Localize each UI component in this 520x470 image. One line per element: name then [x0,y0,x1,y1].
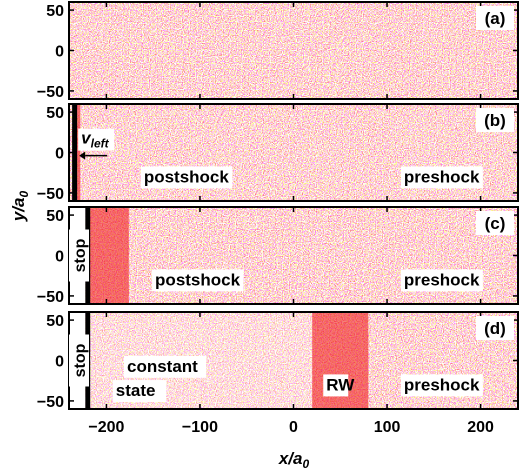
y-tick-label: 50 [46,105,64,122]
annotation-rw: RW [326,375,355,394]
annotation-bg [123,355,206,378]
annotation-bg [78,128,115,151]
panel-a: 50 0 −50 (a) [37,1,519,101]
x-tick-label: 100 [374,419,401,436]
annotation-preshock: preshock [404,167,480,186]
y-tick-label: −50 [37,186,64,203]
annotation-state: state [116,381,156,400]
panel-label: (c) [485,214,506,233]
y-tick-label: 50 [46,3,64,20]
panel-label: (b) [484,111,506,130]
panel-d: 50 0 −50 −200 −100 0 100 200 (d) stop constant stat… [37,311,519,436]
panel-label-bg [476,211,514,235]
annotation-bg [140,166,233,189]
annotation-bg [400,269,483,292]
annotation-stop: stop [72,343,89,377]
annotation-postshock: postshock [155,270,241,289]
y-tick-label: 0 [55,249,64,266]
y-tick-label: −50 [37,289,64,306]
y-tick-label: −50 [37,394,64,411]
y-tick-label: −50 [37,84,64,101]
panel-label: (a) [485,9,506,28]
annotation-vleft: vleft [81,129,109,151]
region-high [87,207,129,304]
annotation-bg [69,334,89,387]
x-tick-label: −200 [88,419,124,436]
annotation-preshock: preshock [404,270,480,289]
y-axis-label: y/a0 [9,191,31,223]
x-tick-label: 200 [467,419,494,436]
piston-wall [72,105,78,200]
panel-c: 50 0 −50 (c) stop postshock preshock [37,206,519,306]
y-tick-label: 0 [55,146,64,163]
region-high [74,104,81,201]
x-tick-label: −100 [182,419,218,436]
y-tick-label: 50 [46,208,64,225]
panel-label-bg [476,6,514,30]
annotation-postshock: postshock [144,167,230,186]
y-tick-label: 0 [55,44,64,61]
panel-label: (d) [484,319,506,338]
panel-label-bg [476,316,514,340]
panel-label-bg [476,108,514,132]
annotation-bg [323,374,349,397]
x-tick-label: 0 [289,419,298,436]
annotation-bg [152,269,244,292]
annotation-stop: stop [72,238,89,272]
y-tick-label: 50 [46,313,64,330]
annotation-bg [400,374,483,397]
annotation-bg [112,380,167,403]
annotation-bg [400,166,483,189]
x-axis-label: x/a0 [278,449,310,470]
y-tick-label: 0 [55,354,64,371]
annotation-preshock: preshock [404,375,480,394]
annotation-constant: constant [127,357,198,376]
particle-field [69,2,518,99]
panel-b: 50 0 −50 (b) vleft postshock preshock [37,103,519,203]
arrow-head [79,151,86,160]
annotation-bg [69,229,89,282]
